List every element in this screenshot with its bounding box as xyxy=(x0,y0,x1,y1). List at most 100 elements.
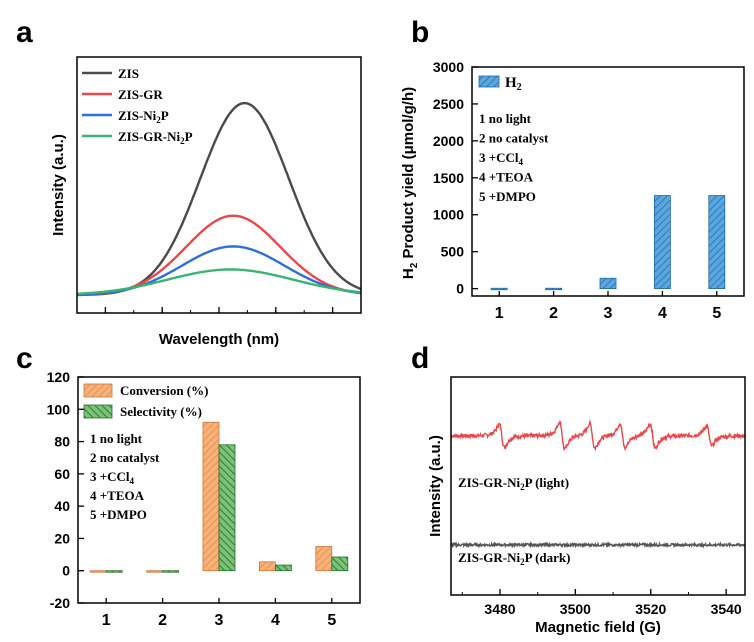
c-note-0: 1 no light xyxy=(90,431,143,446)
a-ticks xyxy=(76,307,362,313)
b-ylabel-main: H xyxy=(400,268,417,279)
c-legend-label-1: Selectivity (%) xyxy=(120,404,202,419)
b-x-tick-label: 1 xyxy=(495,305,504,322)
d-x-tick-label: 3520 xyxy=(635,601,666,617)
c-note-2: 3 +CCl4 xyxy=(90,469,135,486)
c-x-tick-label: 2 xyxy=(158,612,167,629)
b-y-tick-label: 1500 xyxy=(433,170,464,186)
panel-d-epr: 3480 3500 3520 3540 Magnetic field (G) Inte… xyxy=(427,376,746,636)
a-legend-label-1: ZIS-GR xyxy=(118,87,163,102)
c-bar-s0-2 xyxy=(146,570,164,573)
b-annotations: 1 no light 2 no catalyst 3 +CCl4 4 +TEOA 5 +… xyxy=(479,111,549,204)
b-note-2-sub: 4 xyxy=(519,157,524,167)
b-note-0-main: 1 no light xyxy=(479,111,532,126)
a-y-axis-label: Intensity (a.u.) xyxy=(50,134,67,236)
b-legend: H2 xyxy=(478,75,522,93)
d-x-tick-label: 3500 xyxy=(560,601,591,617)
b-x-tick-label: 5 xyxy=(712,305,721,322)
c-annotations: 1 no light 2 no catalyst 3 +CCl4 4 +TEOA 5 +… xyxy=(90,431,160,522)
c-note-4: 5 +DMPO xyxy=(90,507,147,522)
b-ylabel-tail: Product yield (μmol/g/h) xyxy=(400,87,417,263)
panel-c-conversion: -20 0 20 40 60 80 100 120 1 2 3 4 5 Conversion (%) Se… xyxy=(47,369,361,629)
c-note-2-sub: 4 xyxy=(130,476,135,486)
c-bar-s1-2 xyxy=(162,570,180,573)
a-legend-tail: P xyxy=(161,108,169,123)
b-x-tick-label: 3 xyxy=(604,305,613,322)
d-plot-frame xyxy=(450,376,746,596)
c-legend: Conversion (%) Selectivity (%) xyxy=(83,383,208,419)
c-bar-s1-5 xyxy=(331,556,349,572)
d-label-tail: P (light) xyxy=(525,475,569,490)
a-legend-label-3: ZIS-GR-Ni2P xyxy=(118,129,193,146)
c-y-tick-label: 60 xyxy=(54,466,70,482)
c-bar-s1-4 xyxy=(274,564,292,572)
d-y-axis-label: Intensity (a.u.) xyxy=(427,435,444,537)
c-y-tick-label: 100 xyxy=(47,401,71,417)
a-legend-main: ZIS-Ni xyxy=(118,108,157,123)
d-x-axis-label: Magnetic field (G) xyxy=(535,619,661,636)
a-legend-sub: 2 xyxy=(180,136,185,146)
d-label-tail: P (dark) xyxy=(525,550,571,565)
b-bars xyxy=(490,195,726,291)
b-bar-4 xyxy=(654,195,671,290)
b-note-4-main: 5 +DMPO xyxy=(479,189,536,204)
d-label-main: ZIS-GR-Ni xyxy=(458,550,521,565)
c-y-tick-label: 20 xyxy=(54,530,70,546)
c-ticks: -20 0 20 40 60 80 100 120 1 2 3 4 5 xyxy=(47,369,337,629)
b-ylabel-sub: 2 xyxy=(409,262,420,268)
c-bar-s1-1 xyxy=(105,570,123,573)
c-x-tick-label: 4 xyxy=(271,612,280,629)
a-legend-main: ZIS-GR xyxy=(118,87,163,102)
a-legend-main: ZIS xyxy=(118,66,139,81)
b-note-1-main: 2 no catalyst xyxy=(479,131,549,146)
a-legend-tail: P xyxy=(185,129,193,144)
b-legend-sub: 2 xyxy=(517,82,522,93)
c-note-4-main: 5 +DMPO xyxy=(90,507,147,522)
c-note-2-main: 3 +CCl xyxy=(90,469,130,484)
d-series-line-dark xyxy=(450,540,746,549)
b-bar-3 xyxy=(599,277,617,290)
a-legend-sub: 2 xyxy=(156,115,161,125)
c-bar-s0-3 xyxy=(202,421,220,572)
c-y-tick-label: 0 xyxy=(62,563,70,579)
b-y-tick-label: 1000 xyxy=(433,207,464,223)
b-bar-1 xyxy=(490,287,508,291)
b-note-2: 3 +CCl4 xyxy=(479,150,524,167)
b-note-2-main: 3 +CCl xyxy=(479,150,519,165)
b-ticks: 0 500 1000 1500 2000 2500 3000 1 2 3 4 5 xyxy=(433,59,722,322)
b-y-tick-label: 3000 xyxy=(433,59,464,75)
b-note-0: 1 no light xyxy=(479,111,532,126)
a-x-axis-label: Wavelength (nm) xyxy=(159,331,279,348)
c-bar-s1-3 xyxy=(218,444,236,572)
b-bar-5 xyxy=(708,195,726,290)
c-x-tick-label: 1 xyxy=(102,612,111,629)
c-x-tick-label: 5 xyxy=(327,612,336,629)
b-legend-label: H2 xyxy=(505,75,522,93)
d-x-tick-label: 3480 xyxy=(484,601,515,617)
b-note-1: 2 no catalyst xyxy=(479,131,549,146)
panel-a-spectra: Wavelength (nm) Intensity (a.u.) ZIS ZIS-… xyxy=(50,56,362,348)
b-note-3: 4 +TEOA xyxy=(479,170,534,185)
c-note-1-main: 2 no catalyst xyxy=(90,450,160,465)
panel-letter-c: c xyxy=(16,342,33,375)
c-y-tick-label: 40 xyxy=(54,498,70,514)
c-bar-s0-5 xyxy=(315,546,333,572)
c-legend-swatch-0 xyxy=(83,383,113,398)
d-label-sub: 2 xyxy=(520,557,525,567)
d-label-main: ZIS-GR-Ni xyxy=(458,475,521,490)
c-note-1: 2 no catalyst xyxy=(90,450,160,465)
b-y-tick-label: 2000 xyxy=(433,133,464,149)
c-note-3: 4 +TEOA xyxy=(90,488,145,503)
panel-letter-a: a xyxy=(16,16,33,49)
b-legend-swatch xyxy=(478,75,500,88)
d-series-label-0: ZIS-GR-Ni2P (light) xyxy=(458,475,569,492)
b-y-tick-label: 500 xyxy=(441,244,465,260)
a-legend-main: ZIS-GR-Ni xyxy=(118,129,181,144)
c-legend-label-0: Conversion (%) xyxy=(120,383,208,398)
c-note-0-main: 1 no light xyxy=(90,431,143,446)
d-x-tick-label: 3540 xyxy=(711,601,742,617)
c-bar-s0-1 xyxy=(89,570,107,573)
d-series-labels: ZIS-GR-Ni2P (light)ZIS-GR-Ni2P (dark) xyxy=(458,475,571,567)
